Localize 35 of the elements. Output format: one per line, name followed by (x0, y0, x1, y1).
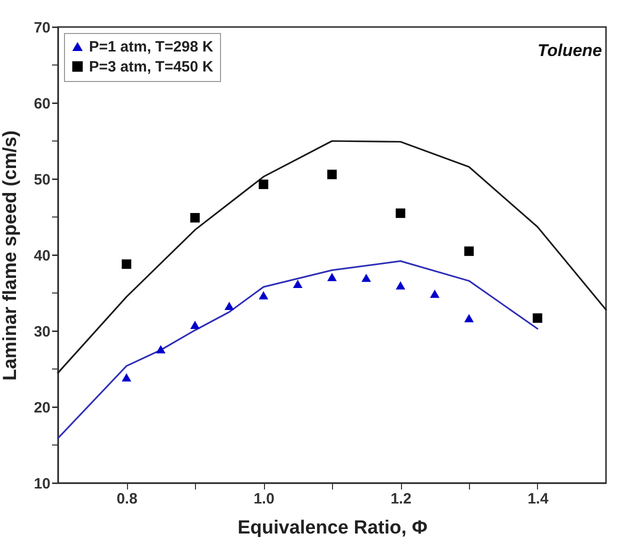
point (258, 291, 268, 300)
line-series (57, 140, 607, 374)
annotation: Toluene (537, 41, 602, 60)
x-tick-label: 1.2 (390, 490, 412, 508)
y-tick-label: 70 (34, 20, 50, 36)
point (362, 274, 371, 282)
point (396, 281, 406, 290)
point (430, 290, 440, 298)
y-tick-label: 40 (34, 248, 50, 264)
y-axis-title: Laminar flame speed (cm/s) (0, 130, 21, 381)
x-tick-label: 1.0 (254, 490, 274, 508)
y-tick-label: 30 (34, 324, 50, 340)
y-tick-label: 20 (34, 400, 50, 416)
point (224, 302, 234, 310)
point (258, 180, 268, 190)
point (327, 170, 337, 180)
y-tick-label: 10 (34, 476, 50, 492)
legend-label: P=3 atm, T=450 K (89, 58, 214, 76)
line-series (57, 260, 538, 439)
point (327, 272, 337, 282)
point (190, 320, 200, 330)
point (464, 246, 474, 256)
point (532, 313, 542, 323)
y-tick-label: 50 (34, 172, 50, 188)
point (190, 213, 200, 223)
point (464, 314, 474, 322)
point (396, 208, 406, 218)
x-tick-label: 1.4 (528, 490, 550, 508)
point (122, 373, 132, 382)
x-tick-label: 0.8 (116, 490, 138, 508)
point (293, 280, 302, 288)
point (122, 259, 132, 269)
y-tick-label: 60 (34, 96, 50, 112)
point (156, 345, 166, 354)
legend-label: P=1 atm, T=298 K (89, 38, 214, 56)
